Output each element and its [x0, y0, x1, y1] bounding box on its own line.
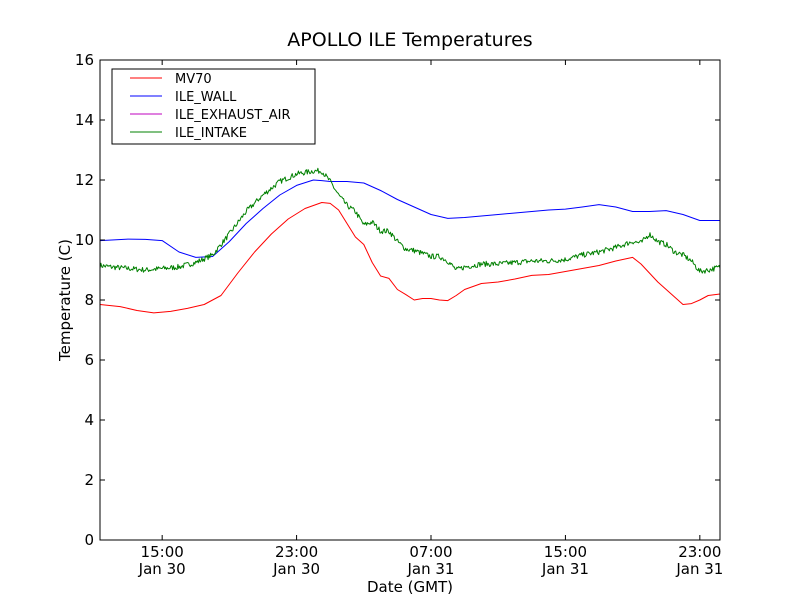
y-axis-label: Temperature (C)	[56, 239, 74, 362]
legend-label: ILE_EXHAUST_AIR	[175, 108, 291, 123]
series-line-ile-intake	[99, 167, 721, 274]
y-tick-label: 2	[84, 471, 94, 489]
x-tick-date-label: Jan 31	[541, 560, 589, 578]
x-tick-time-label: 23:00	[678, 543, 721, 561]
legend: MV70 ILE_WALL ILE_EXHAUST_AIR ILE_INTAKE	[111, 68, 316, 145]
series-line-ile-wall	[99, 179, 720, 258]
x-axis-label: Date (GMT)	[367, 578, 453, 596]
plot-frame	[99, 59, 721, 541]
legend-label: ILE_INTAKE	[175, 126, 247, 141]
y-tick-label: 0	[84, 531, 94, 549]
x-tick-date-label: Jan 30	[272, 560, 320, 578]
x-tick-date-label: Jan 31	[407, 560, 455, 578]
legend-label: MV70	[175, 72, 212, 87]
y-tick-label: 12	[75, 171, 94, 189]
x-tick-date-label: Jan 31	[675, 560, 723, 578]
y-tick-label: 14	[75, 111, 94, 129]
y-tick-label: 6	[84, 351, 94, 369]
chart-title: APOLLO ILE Temperatures	[287, 29, 532, 51]
y-tick-label: 16	[75, 51, 94, 69]
x-tick-time-label: 07:00	[409, 543, 452, 561]
legend-label: ILE_WALL	[175, 90, 237, 105]
x-tick-time-label: 15:00	[544, 543, 587, 561]
y-tick-label: 10	[75, 231, 94, 249]
series-layer	[99, 167, 721, 314]
x-tick-date-label: Jan 30	[138, 560, 186, 578]
y-tick-label: 4	[84, 411, 94, 429]
series-line-mv70	[99, 202, 721, 314]
x-tick-time-label: 23:00	[275, 543, 318, 561]
y-tick-label: 8	[84, 291, 94, 309]
x-tick-time-label: 15:00	[141, 543, 184, 561]
